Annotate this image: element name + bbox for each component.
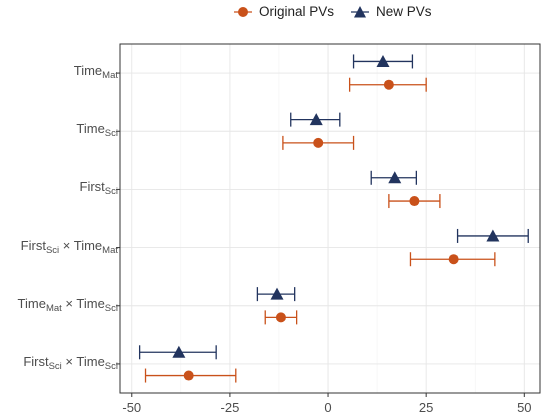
- y-label-part: Sci: [104, 128, 118, 140]
- y-label-part: Time: [73, 237, 103, 253]
- legend: Original PVs New PVs: [0, 4, 550, 26]
- y-label-part: Mat: [102, 70, 118, 82]
- point-original: [183, 370, 194, 381]
- y-label-part: ×: [59, 237, 74, 253]
- y-label-part: First: [20, 237, 46, 253]
- point-original: [409, 196, 420, 207]
- y-label-part: Sci: [45, 244, 60, 256]
- y-label-part: Sci: [104, 186, 118, 198]
- y-label-part: Time: [76, 354, 105, 370]
- y-tick-label: TimeMat × TimeSci: [18, 296, 118, 314]
- y-label-part: Time: [76, 295, 105, 311]
- point-new: [172, 345, 186, 358]
- y-label-part: ×: [61, 295, 77, 311]
- y-tick-label: FirstSci: [80, 180, 118, 198]
- point-new: [270, 287, 284, 300]
- y-tick-label: TimeSci: [76, 121, 118, 139]
- x-tick-label: 25: [418, 400, 434, 415]
- y-label-part: Mat: [45, 302, 62, 314]
- point-new: [376, 54, 390, 67]
- y-label-part: Time: [73, 63, 103, 79]
- point-original: [448, 254, 459, 265]
- x-tick-label: 0: [324, 400, 332, 415]
- legend-circle-marker-icon: [234, 6, 252, 17]
- x-tick-label: 50: [517, 400, 532, 415]
- point-original: [275, 312, 286, 323]
- legend-item-new: New PVs: [350, 4, 432, 19]
- y-label-part: Mat: [102, 244, 118, 256]
- x-tick-label: -50: [122, 400, 142, 415]
- y-tick-label: FirstSci × TimeMat: [21, 238, 118, 256]
- y-label-part: Sci: [48, 361, 62, 373]
- plot-panel-border: [119, 43, 541, 394]
- y-label-part: Time: [17, 295, 46, 311]
- legend-item-original: Original PVs: [233, 4, 334, 19]
- legend-label-original: Original PVs: [259, 4, 335, 19]
- legend-triangle-marker-icon: [351, 5, 369, 17]
- point-original: [313, 137, 324, 148]
- y-label-part: Sci: [104, 302, 118, 314]
- y-tick-label: FirstSci × TimeSci: [23, 354, 118, 372]
- x-tick-label: -25: [220, 400, 240, 415]
- y-label-part: Time: [76, 121, 105, 137]
- point-new: [486, 229, 500, 242]
- y-label-part: First: [23, 354, 49, 370]
- y-label-part: First: [79, 179, 105, 195]
- point-new: [388, 171, 402, 184]
- y-label-part: Sci: [104, 361, 118, 373]
- point-original: [383, 79, 394, 90]
- legend-label-new: New PVs: [376, 4, 432, 19]
- point-new: [309, 113, 323, 126]
- y-tick-label: TimeMat: [74, 63, 118, 81]
- y-label-part: ×: [61, 354, 77, 370]
